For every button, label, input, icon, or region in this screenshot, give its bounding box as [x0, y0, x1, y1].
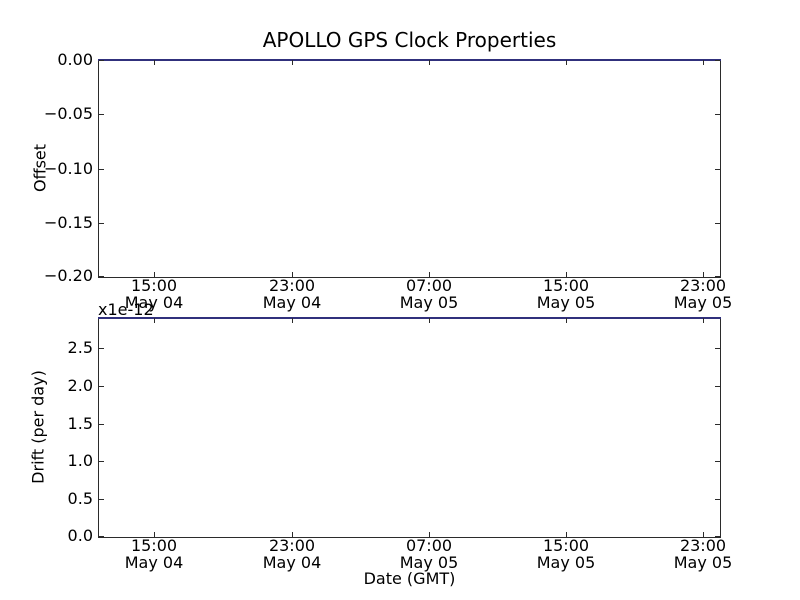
x-tick-mark	[703, 532, 704, 537]
x-tick-date: May 05	[399, 553, 459, 572]
x-tick-label: 15:00 May 04	[125, 537, 184, 571]
y-tick-mark	[715, 348, 720, 349]
x-tick-time: 23:00	[268, 276, 316, 295]
x-tick-time: 15:00	[130, 276, 178, 295]
y-tick-mark	[715, 424, 720, 425]
x-tick-mark	[703, 318, 704, 323]
x-tick-mark	[154, 60, 155, 65]
y-tick-mark	[99, 223, 104, 224]
x-tick-mark	[429, 532, 430, 537]
y-tick-mark	[99, 536, 104, 537]
x-tick-date: May 04	[262, 293, 322, 312]
x-tick-date: May 05	[536, 553, 596, 572]
x-tick-mark	[154, 532, 155, 537]
x-tick-mark	[292, 318, 293, 323]
x-tick-date: May 05	[673, 553, 733, 572]
x-tick-time: 07:00	[405, 536, 453, 555]
x-tick-mark	[703, 272, 704, 277]
y-tick-label: 2.0	[67, 376, 93, 395]
y-tick-mark	[99, 114, 104, 115]
y-tick-label: 2.5	[67, 338, 93, 357]
x-tick-mark	[292, 60, 293, 65]
x-tick-label: 23:00 May 04	[263, 537, 322, 571]
y-tick-label: 1.5	[67, 414, 93, 433]
x-tick-mark	[703, 60, 704, 65]
y-tick-mark	[99, 386, 104, 387]
subplot-offset-axes	[98, 59, 721, 278]
x-tick-mark	[566, 60, 567, 65]
x-tick-date: May 05	[399, 293, 459, 312]
x-tick-time: 23:00	[268, 536, 316, 555]
x-tick-label: 23:00 May 04	[263, 277, 322, 311]
x-tick-label: 07:00 May 05	[400, 537, 459, 571]
y-tick-label: −0.10	[43, 159, 93, 178]
y-tick-label: 1.0	[67, 451, 93, 470]
chart-title: APOLLO GPS Clock Properties	[262, 28, 557, 52]
x-tick-label: 15:00 May 05	[537, 537, 596, 571]
x-tick-time: 15:00	[542, 276, 590, 295]
y-tick-label: 0.5	[67, 489, 93, 508]
x-tick-time: 15:00	[542, 536, 590, 555]
y-tick-label: −0.05	[43, 104, 93, 123]
x-tick-mark	[292, 532, 293, 537]
y-tick-mark	[715, 461, 720, 462]
y-tick-mark	[715, 223, 720, 224]
y-tick-mark	[99, 461, 104, 462]
x-tick-date: May 05	[673, 293, 733, 312]
x-tick-label: 23:00 May 05	[674, 277, 733, 311]
y-tick-label: 0.00	[57, 50, 93, 69]
y-tick-mark	[99, 276, 104, 277]
y-tick-mark	[715, 536, 720, 537]
y-tick-mark	[715, 60, 720, 61]
y-tick-label: −0.15	[43, 213, 93, 232]
y-tick-mark	[99, 348, 104, 349]
y-axis-label-drift: Drift (per day)	[28, 370, 48, 484]
x-tick-mark	[566, 318, 567, 323]
x-tick-date: May 04	[262, 553, 322, 572]
subplot-drift-axes	[98, 317, 721, 538]
x-tick-time: 15:00	[130, 536, 178, 555]
x-tick-time: 07:00	[405, 276, 453, 295]
y-tick-mark	[99, 60, 104, 61]
x-tick-label: 15:00 May 05	[537, 277, 596, 311]
x-tick-date: May 04	[124, 293, 184, 312]
x-tick-mark	[292, 272, 293, 277]
x-tick-mark	[566, 272, 567, 277]
y-tick-mark	[715, 499, 720, 500]
x-tick-time: 23:00	[679, 276, 727, 295]
x-tick-mark	[566, 532, 567, 537]
x-tick-label: 23:00 May 05	[674, 537, 733, 571]
y-tick-mark	[99, 424, 104, 425]
x-tick-time: 23:00	[679, 536, 727, 555]
y-tick-mark	[715, 386, 720, 387]
y-tick-mark	[99, 499, 104, 500]
x-tick-mark	[429, 60, 430, 65]
y-tick-label: −0.20	[43, 266, 93, 285]
y-axis-scale-multiplier: x1e-12	[98, 300, 154, 319]
x-tick-label: 15:00 May 04	[125, 277, 184, 311]
y-tick-mark	[715, 276, 720, 277]
y-tick-label: 0.0	[67, 526, 93, 545]
x-axis-label: Date (GMT)	[363, 569, 456, 588]
x-tick-label: 07:00 May 05	[400, 277, 459, 311]
offset-series-line	[98, 59, 721, 61]
y-tick-mark	[715, 169, 720, 170]
x-tick-mark	[154, 272, 155, 277]
y-tick-mark	[99, 169, 104, 170]
x-tick-mark	[429, 318, 430, 323]
x-tick-mark	[154, 318, 155, 323]
x-tick-date: May 05	[536, 293, 596, 312]
x-tick-mark	[429, 272, 430, 277]
x-tick-date: May 04	[124, 553, 184, 572]
y-tick-mark	[715, 114, 720, 115]
drift-series-line	[98, 317, 721, 319]
